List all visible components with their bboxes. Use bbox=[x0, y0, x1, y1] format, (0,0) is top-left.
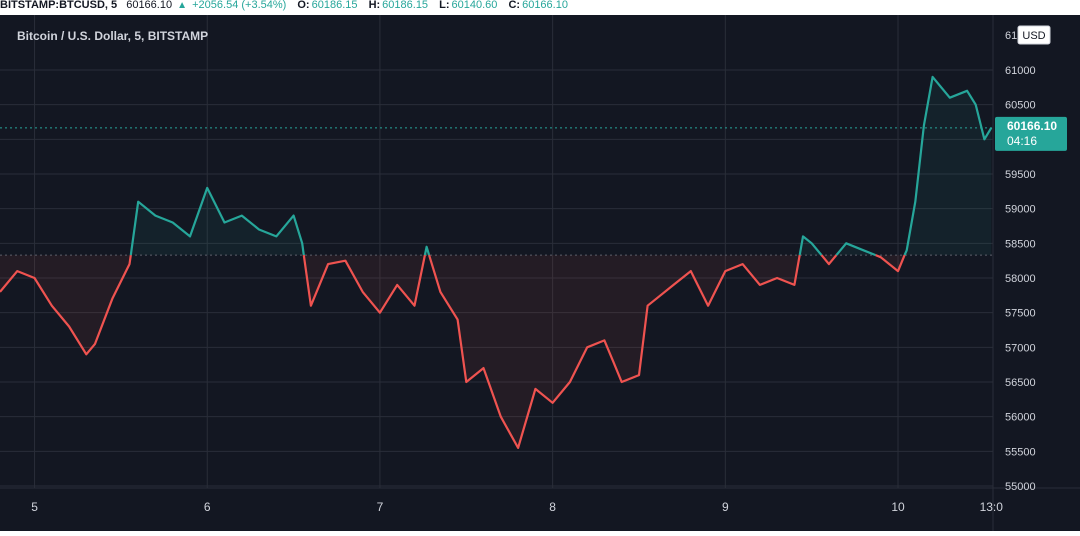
area-below-baseline bbox=[821, 255, 837, 265]
price-lines bbox=[0, 75, 993, 449]
up-arrow-icon: ▲ bbox=[177, 0, 188, 11]
y-tick-label: 61000 bbox=[1005, 65, 1036, 77]
area-below-baseline bbox=[303, 255, 425, 313]
price-line-below-baseline bbox=[820, 254, 838, 266]
y-tick-label: 56500 bbox=[1005, 377, 1036, 389]
y-tick-label: 60500 bbox=[1005, 100, 1036, 112]
y-tick-label: 59500 bbox=[1005, 169, 1036, 181]
chart-title: Bitcoin / U.S. Dollar, 5, BITSTAMP bbox=[17, 29, 208, 43]
currency-badge[interactable] bbox=[1017, 25, 1051, 45]
price-line-above-baseline bbox=[423, 245, 431, 256]
close-value: 60166.10 bbox=[522, 0, 568, 11]
open-label: O: bbox=[297, 0, 310, 11]
low-label: L: bbox=[439, 0, 450, 11]
area-below-baseline bbox=[875, 255, 905, 272]
y-tick-label: 58000 bbox=[1005, 273, 1036, 285]
price-line-below-baseline bbox=[302, 254, 426, 314]
area-above-baseline bbox=[904, 76, 992, 256]
high-value: 60186.15 bbox=[382, 0, 429, 11]
gridlines bbox=[0, 15, 993, 488]
x-tick-label: 7 bbox=[377, 500, 384, 514]
high-label: H: bbox=[368, 0, 381, 11]
y-axis-top-tick-label: 61 bbox=[1005, 30, 1017, 42]
price-line-below-baseline bbox=[428, 254, 801, 449]
x-tick-label: 13:0 bbox=[980, 500, 1004, 514]
last-price: 60166.10 bbox=[126, 0, 173, 11]
y-tick-label: 55500 bbox=[1005, 446, 1036, 458]
chart-area[interactable]: Bitcoin / U.S. Dollar, 5, BITSTAMP 55000… bbox=[0, 15, 1080, 531]
area-above-baseline bbox=[799, 236, 822, 256]
symbol-info-bar: BITSTAMP:BTCUSD, 5 60166.10 ▲ +2056.54 (… bbox=[0, 0, 1080, 13]
x-tick-label: 9 bbox=[722, 500, 729, 514]
price-change: +2056.54 (+3.54%) bbox=[192, 0, 287, 11]
open-value: 60186.15 bbox=[311, 0, 358, 11]
price-line-above-baseline bbox=[835, 242, 877, 257]
y-tick-label: 58500 bbox=[1005, 238, 1036, 250]
y-tick-label: 59000 bbox=[1005, 204, 1036, 216]
price-line-above-baseline bbox=[798, 235, 823, 256]
y-tick-label: 57000 bbox=[1005, 342, 1036, 354]
area-above-baseline bbox=[130, 187, 304, 256]
price-axis[interactable]: 55000 55500 56000 56500 57000 57500 58000 58500… bbox=[1005, 65, 1036, 493]
low-value: 60140.60 bbox=[451, 0, 498, 11]
chart-background bbox=[0, 15, 1080, 531]
x-tick-label: 8 bbox=[549, 500, 556, 514]
current-price-value: 60166.10 bbox=[1007, 119, 1057, 133]
y-tick-label: 55000 bbox=[1005, 481, 1036, 493]
price-line-above-baseline bbox=[903, 75, 993, 256]
symbol-label[interactable]: BITSTAMP:BTCUSD, 5 bbox=[0, 0, 118, 11]
price-line-below-baseline bbox=[0, 254, 132, 356]
time-axis[interactable]: 5 6 7 8 9 10 13:0 bbox=[31, 500, 1003, 514]
price-line-below-baseline bbox=[875, 254, 906, 273]
x-tick-label: 10 bbox=[891, 500, 905, 514]
price-line-above-baseline bbox=[129, 186, 305, 256]
price-chart[interactable]: Bitcoin / U.S. Dollar, 5, BITSTAMP 55000… bbox=[0, 15, 1080, 531]
candle-countdown: 04:16 bbox=[1007, 134, 1037, 148]
current-price-tag bbox=[995, 116, 1067, 151]
currency-label: USD bbox=[1022, 30, 1045, 42]
x-tick-label: 5 bbox=[31, 500, 38, 514]
close-label: C: bbox=[508, 0, 521, 11]
area-below-baseline bbox=[0, 255, 131, 355]
y-tick-label: 56000 bbox=[1005, 412, 1036, 424]
y-tick-label: 57500 bbox=[1005, 308, 1036, 320]
x-tick-label: 6 bbox=[204, 500, 211, 514]
